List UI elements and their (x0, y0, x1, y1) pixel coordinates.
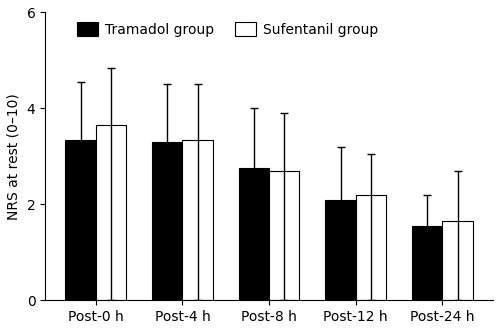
Bar (269, 171, 300, 300)
Bar (152, 142, 182, 300)
Bar (326, 200, 356, 300)
Bar (239, 168, 269, 300)
Bar (356, 195, 386, 300)
Legend: Tramadol group, Sufentanil group: Tramadol group, Sufentanil group (74, 20, 381, 40)
Bar (442, 221, 472, 300)
Bar (66, 140, 96, 300)
Y-axis label: NRS at rest (0–10): NRS at rest (0–10) (7, 93, 21, 220)
Bar (182, 140, 213, 300)
Bar (96, 125, 126, 300)
Bar (412, 226, 442, 300)
